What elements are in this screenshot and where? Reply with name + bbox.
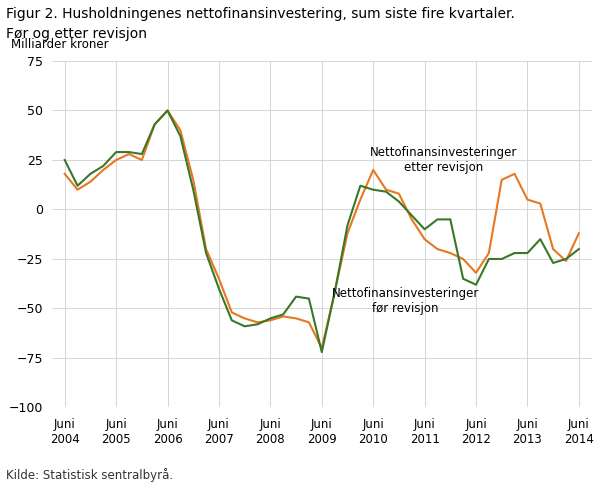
- Text: Milliarder kroner: Milliarder kroner: [12, 38, 109, 51]
- Text: Før og etter revisjon: Før og etter revisjon: [6, 27, 147, 41]
- Text: Figur 2. Husholdningenes nettofinansinvestering, sum siste fire kvartaler.: Figur 2. Husholdningenes nettofinansinve…: [6, 7, 515, 21]
- Text: Nettofinansinvesteringer
før revisjon: Nettofinansinvesteringer før revisjon: [332, 286, 479, 315]
- Text: Kilde: Statistisk sentralbyrå.: Kilde: Statistisk sentralbyrå.: [6, 468, 173, 482]
- Text: Nettofinansinvesteringer
etter revisjon: Nettofinansinvesteringer etter revisjon: [370, 146, 517, 174]
